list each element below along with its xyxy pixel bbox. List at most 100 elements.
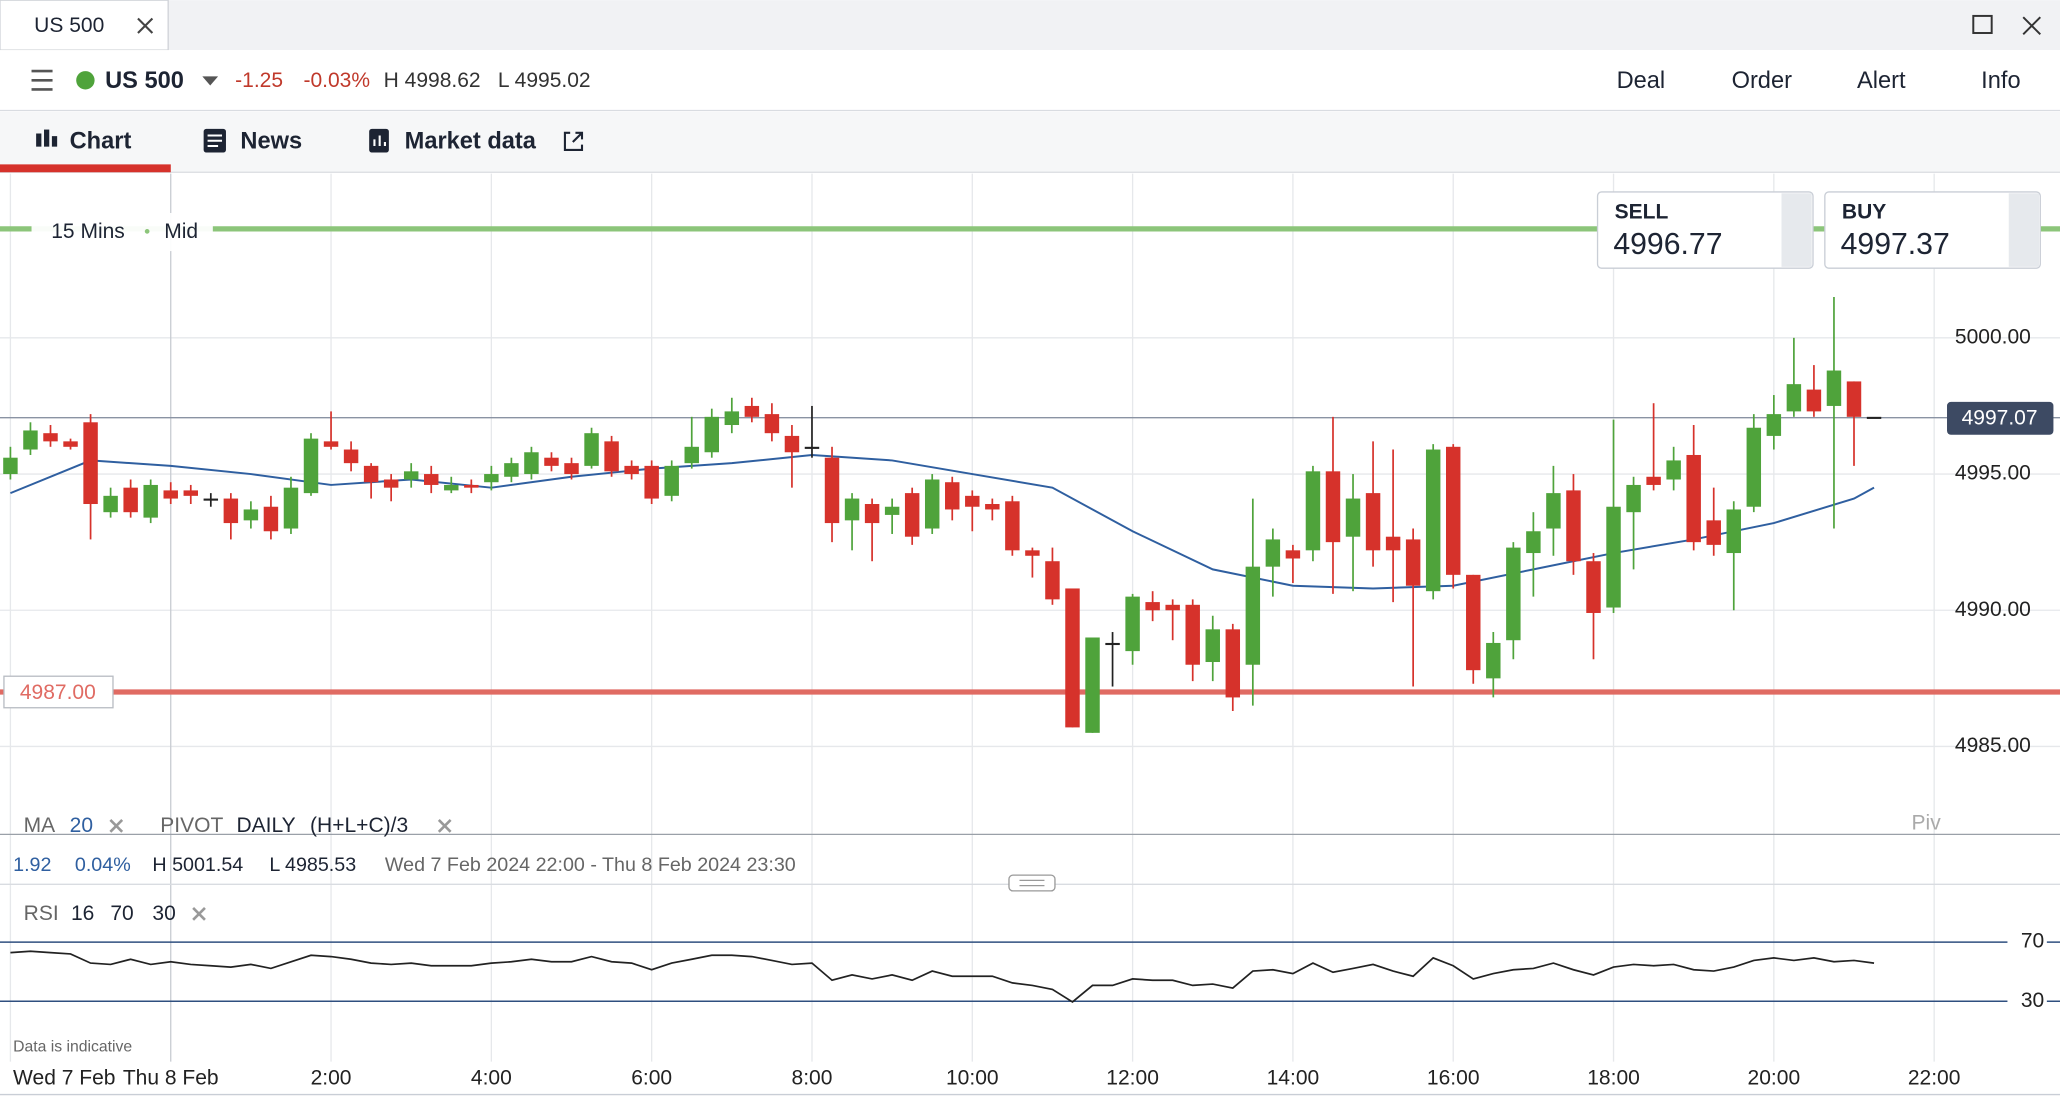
candle-body xyxy=(1606,506,1621,608)
last-price-tag xyxy=(1947,401,2054,435)
status-dot xyxy=(76,71,95,90)
rsi-upper: 70 xyxy=(110,902,133,925)
candle-body xyxy=(1365,493,1381,551)
window-bar xyxy=(0,0,2060,51)
instrument-name[interactable]: US 500 xyxy=(105,68,184,94)
candle-body xyxy=(1305,471,1321,551)
dropdown-caret[interactable] xyxy=(202,76,219,86)
remove-rsi[interactable] xyxy=(192,907,206,921)
candle-body xyxy=(704,416,720,453)
candle-body xyxy=(1726,509,1741,554)
candle-body xyxy=(3,457,18,475)
footnote: Data is indicative xyxy=(13,1038,132,1055)
candle-body xyxy=(303,438,319,494)
action-button[interactable]: Order xyxy=(1732,68,1793,94)
candle-body xyxy=(584,433,599,466)
x-tick-label: 6:00 xyxy=(631,1066,672,1089)
action-button[interactable]: Alert xyxy=(1857,68,1906,94)
x-tick-label: Wed 7 Feb xyxy=(13,1066,115,1089)
candle-body xyxy=(283,487,299,529)
y-tick-label: 5000.00 xyxy=(1955,325,2031,348)
candle-body xyxy=(724,411,740,426)
candle-body xyxy=(644,465,659,499)
candle-body xyxy=(43,433,58,442)
buy-button-edge xyxy=(2008,193,2039,267)
day-low: L 4995.02 xyxy=(498,69,591,92)
remove-pivot[interactable] xyxy=(437,819,452,833)
candle-body xyxy=(564,463,579,475)
tab-news[interactable]: News xyxy=(240,128,302,154)
interval-box[interactable] xyxy=(31,212,213,252)
candle-body xyxy=(1285,550,1301,559)
x-tick-label: 4:00 xyxy=(471,1066,512,1089)
remove-ma[interactable] xyxy=(109,819,124,833)
level-tag xyxy=(3,675,114,709)
candle-body xyxy=(263,506,279,532)
x-tick-label: 12:00 xyxy=(1106,1066,1159,1089)
ma-name: MA xyxy=(24,814,56,837)
candles: 4997.07 xyxy=(3,296,2054,733)
candle-body xyxy=(1005,501,1020,551)
price-type[interactable]: Mid xyxy=(164,220,198,243)
x-tick-label: Thu 8 Feb xyxy=(123,1066,219,1089)
overlay: 15 Mins Mid SELL 4996.77 BUY 4997.37 xyxy=(31,191,2041,269)
candle-body xyxy=(864,504,880,524)
y-tick-label: 4985.00 xyxy=(1955,734,2031,757)
sell-price: 4996.77 xyxy=(1613,228,1722,261)
tab-chart[interactable]: Chart xyxy=(70,128,132,154)
instrument-bar xyxy=(0,50,2060,111)
candle-body xyxy=(1866,416,1882,419)
chart-icon xyxy=(36,129,58,147)
candle-body xyxy=(243,509,259,521)
buy-button[interactable] xyxy=(1824,191,2041,269)
rsi-period: 16 xyxy=(71,902,94,925)
candle-body xyxy=(63,441,78,447)
summary-low: L 4985.53 xyxy=(269,854,356,876)
grid: 4985.00 4990.00 4995.00 5000.00 xyxy=(0,173,2060,1062)
rsi-tick-label: 70 xyxy=(2021,930,2044,953)
rsi-lower: 30 xyxy=(152,902,175,925)
candle-body xyxy=(985,504,1000,510)
last-price-label: 4997.07 xyxy=(1962,407,2038,430)
candle-body xyxy=(163,490,178,499)
candle-body xyxy=(223,498,239,524)
candle-body xyxy=(965,495,980,507)
action-button[interactable]: Deal xyxy=(1617,68,1666,94)
interval[interactable]: 15 Mins xyxy=(51,220,125,243)
candle-body xyxy=(1546,493,1561,529)
market-data-icon-bars xyxy=(373,135,386,146)
x-axis: Wed 7 Feb Thu 8 Feb 2:00 4:00 6:00 8:00 10:00 1… xyxy=(13,1066,1960,1089)
action-button[interactable]: Info xyxy=(1981,68,2020,94)
change-pct: -0.03% xyxy=(303,69,370,92)
maximize-icon[interactable] xyxy=(1972,14,1993,34)
candle-body xyxy=(1786,384,1802,412)
resize-handle[interactable] xyxy=(1008,874,1056,892)
candle-body xyxy=(1325,471,1341,543)
candle-body xyxy=(945,482,960,510)
x-tick-label: 10:00 xyxy=(946,1066,999,1089)
candle-body xyxy=(1185,604,1200,665)
separator-dot xyxy=(144,229,150,234)
window-tab[interactable] xyxy=(0,0,169,51)
x-tick-label: 20:00 xyxy=(1748,1066,1801,1089)
close-tab-icon[interactable] xyxy=(137,17,154,34)
rsi-name: RSI xyxy=(24,902,59,925)
candle-body xyxy=(484,474,499,483)
candle-body xyxy=(183,490,198,496)
candle-body xyxy=(904,493,920,537)
sell-button[interactable] xyxy=(1596,191,1814,269)
candle-body xyxy=(1405,539,1421,586)
tab-market-data[interactable]: Market data xyxy=(405,128,537,154)
pivot-name: PIVOT xyxy=(160,814,223,837)
candle-body xyxy=(1766,414,1782,436)
candle-body xyxy=(143,484,158,518)
candle-body xyxy=(103,495,118,513)
candle-body xyxy=(1706,520,1721,545)
summary-change-pct: 0.04% xyxy=(75,854,131,876)
sell-label: SELL xyxy=(1615,201,1669,224)
candle-body xyxy=(1045,561,1060,600)
menu-icon[interactable] xyxy=(31,69,53,91)
candle-body xyxy=(1065,588,1080,728)
close-window-icon[interactable] xyxy=(2022,16,2041,36)
